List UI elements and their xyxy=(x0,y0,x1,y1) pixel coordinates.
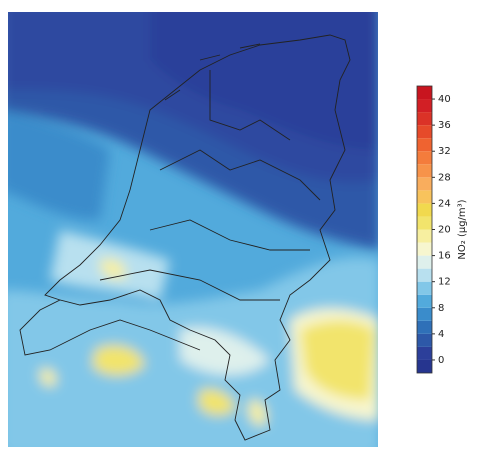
colorbar-band xyxy=(417,138,432,152)
colorbar-tick-label: 16 xyxy=(438,251,451,262)
colorbar-band xyxy=(417,99,432,113)
colorbar-tick-label: 40 xyxy=(438,94,451,105)
colorbar-band xyxy=(417,216,432,230)
colorbar-tick-label: 24 xyxy=(438,198,451,209)
colorbar-band xyxy=(417,359,432,373)
colorbar-band xyxy=(417,242,432,256)
colorbar-band xyxy=(417,125,432,139)
colorbar-tick-label: 20 xyxy=(438,225,451,236)
colorbar-band xyxy=(417,294,432,308)
colorbar-band xyxy=(417,229,432,243)
colorbar-band xyxy=(417,164,432,178)
colorbar-tick-label: 0 xyxy=(438,355,444,366)
colorbar-label: NO₂ (μg/m³) xyxy=(457,199,468,259)
colorbar-band xyxy=(417,190,432,204)
colorbar-tick-label: 12 xyxy=(438,277,451,288)
colorbar-tick-label: 32 xyxy=(438,146,451,157)
colorbar-band xyxy=(417,255,432,269)
colorbar-band xyxy=(417,333,432,347)
colorbar-band xyxy=(417,346,432,360)
colorbar-band xyxy=(417,177,432,191)
colorbar-band xyxy=(417,268,432,282)
colorbar-band xyxy=(417,281,432,295)
colorbar-band xyxy=(417,320,432,334)
borders xyxy=(19,34,351,441)
colorbar-band xyxy=(417,307,432,321)
colorbar-tick-label: 28 xyxy=(438,172,451,183)
no2-field xyxy=(8,12,378,447)
colorbar-band xyxy=(417,151,432,165)
colorbar-band xyxy=(417,203,432,217)
colorbar-tick-label: 8 xyxy=(438,303,444,314)
colorbar-band xyxy=(417,86,432,100)
colorbar-tick-label: 4 xyxy=(438,329,444,340)
colorbar-band xyxy=(417,112,432,126)
colorbar-tick-label: 36 xyxy=(438,120,451,131)
